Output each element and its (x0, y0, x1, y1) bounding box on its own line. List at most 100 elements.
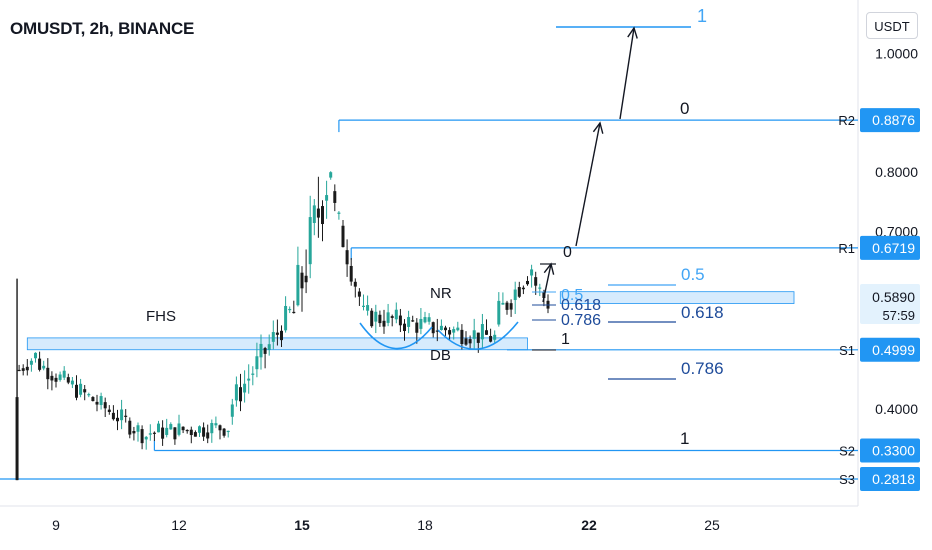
candle (546, 294, 550, 314)
x-axis: 9 12 15 18 22 25 (52, 517, 720, 533)
arrow-short-shaft (542, 263, 552, 303)
candle (226, 430, 230, 438)
candle (173, 427, 177, 445)
candle (255, 342, 259, 378)
candle-body (398, 315, 402, 326)
candle (300, 266, 304, 312)
candle (435, 318, 439, 342)
candle-body (230, 404, 234, 417)
candle-body (390, 316, 394, 318)
db-arc-left (359, 322, 433, 350)
candle-body (247, 378, 251, 381)
candle-body (38, 358, 42, 370)
candle (353, 278, 357, 298)
candle (460, 324, 464, 350)
candle-body (452, 329, 456, 333)
symbol-title: OMUSDT, 2h, BINANCE (10, 19, 195, 38)
candle (58, 371, 62, 382)
candle (304, 249, 308, 294)
candle (136, 422, 140, 442)
candle-body (234, 384, 238, 401)
candle-body (169, 424, 173, 430)
candle-body (83, 389, 87, 393)
candle (271, 320, 275, 350)
label-nr: NR (430, 285, 452, 302)
candle (111, 405, 115, 421)
x-tick-label: 12 (171, 517, 187, 533)
currency-unit-button[interactable]: USDT (866, 12, 918, 39)
candle (312, 199, 316, 236)
fib-left-0.5: 0.5 (561, 287, 583, 304)
candle-body (144, 436, 148, 440)
price-tag-label-r2: 0.8876 (872, 112, 915, 128)
candle-body (124, 415, 128, 417)
candle-body (476, 332, 480, 343)
candle (239, 373, 242, 412)
candle (493, 330, 497, 344)
candle (140, 425, 144, 450)
candle-body (206, 432, 210, 439)
price-tag-r1 (860, 235, 920, 260)
fib-left-0.786: 0.786 (561, 312, 601, 329)
candle (280, 325, 283, 348)
candle (439, 319, 443, 331)
price-tag-label-s1: 0.4999 (872, 342, 915, 358)
candle-body (517, 287, 521, 297)
candle-body (239, 387, 242, 402)
pivot-name-r2: R2 (838, 113, 855, 128)
candle-body (193, 432, 197, 437)
arrow-top-head (627, 26, 638, 39)
candle (349, 258, 353, 286)
candle-body (435, 330, 439, 332)
db-arc-right (437, 321, 519, 350)
candle (427, 313, 431, 325)
candle-body (427, 317, 431, 322)
candle-body (177, 423, 181, 435)
candle-body (370, 310, 374, 327)
candle-body (382, 320, 386, 327)
candle-body (304, 275, 308, 283)
candle (54, 373, 58, 388)
fib-left-0: 0 (563, 244, 572, 261)
candle (370, 308, 374, 328)
candle (132, 426, 136, 441)
candle (407, 310, 411, 334)
candles (15, 171, 550, 481)
candle (362, 294, 365, 311)
price-tag-label-r1: 0.6719 (872, 240, 915, 256)
y-axis: 0.4000 0.8000 0.7000 1.0000 R2 0.8876 R1 0.6719… (838, 46, 920, 492)
candle (321, 200, 324, 242)
candle-body (480, 324, 484, 340)
current-price-tag (860, 284, 920, 325)
candle-body (460, 329, 464, 345)
candle-body (165, 427, 169, 435)
candle (534, 271, 538, 295)
candle-body (79, 383, 83, 395)
candle (152, 431, 156, 441)
candle-body (128, 420, 132, 435)
x-tick-label: 22 (581, 517, 597, 533)
candle (526, 276, 529, 286)
candle-body (70, 380, 74, 385)
candle-body (509, 303, 513, 310)
candle (505, 300, 509, 315)
candle-body (46, 367, 50, 380)
price-tag-s3 (860, 467, 920, 492)
candle-body (251, 373, 255, 375)
zone-bands (26, 291, 795, 351)
x-tick-label: 18 (417, 517, 433, 533)
candle (62, 366, 66, 381)
candle-body (415, 322, 419, 333)
target-one-s2: 1 (680, 429, 689, 448)
candle-body (161, 427, 165, 439)
candle (95, 394, 99, 412)
candle (42, 360, 46, 371)
candle-body (497, 300, 501, 325)
candle-body (116, 417, 119, 422)
fib-right-0.5: 0.5 (681, 265, 705, 284)
candle (329, 171, 333, 180)
pivot-name-s2: S2 (839, 443, 855, 458)
candle-body (493, 334, 497, 340)
candle-body (403, 323, 406, 332)
